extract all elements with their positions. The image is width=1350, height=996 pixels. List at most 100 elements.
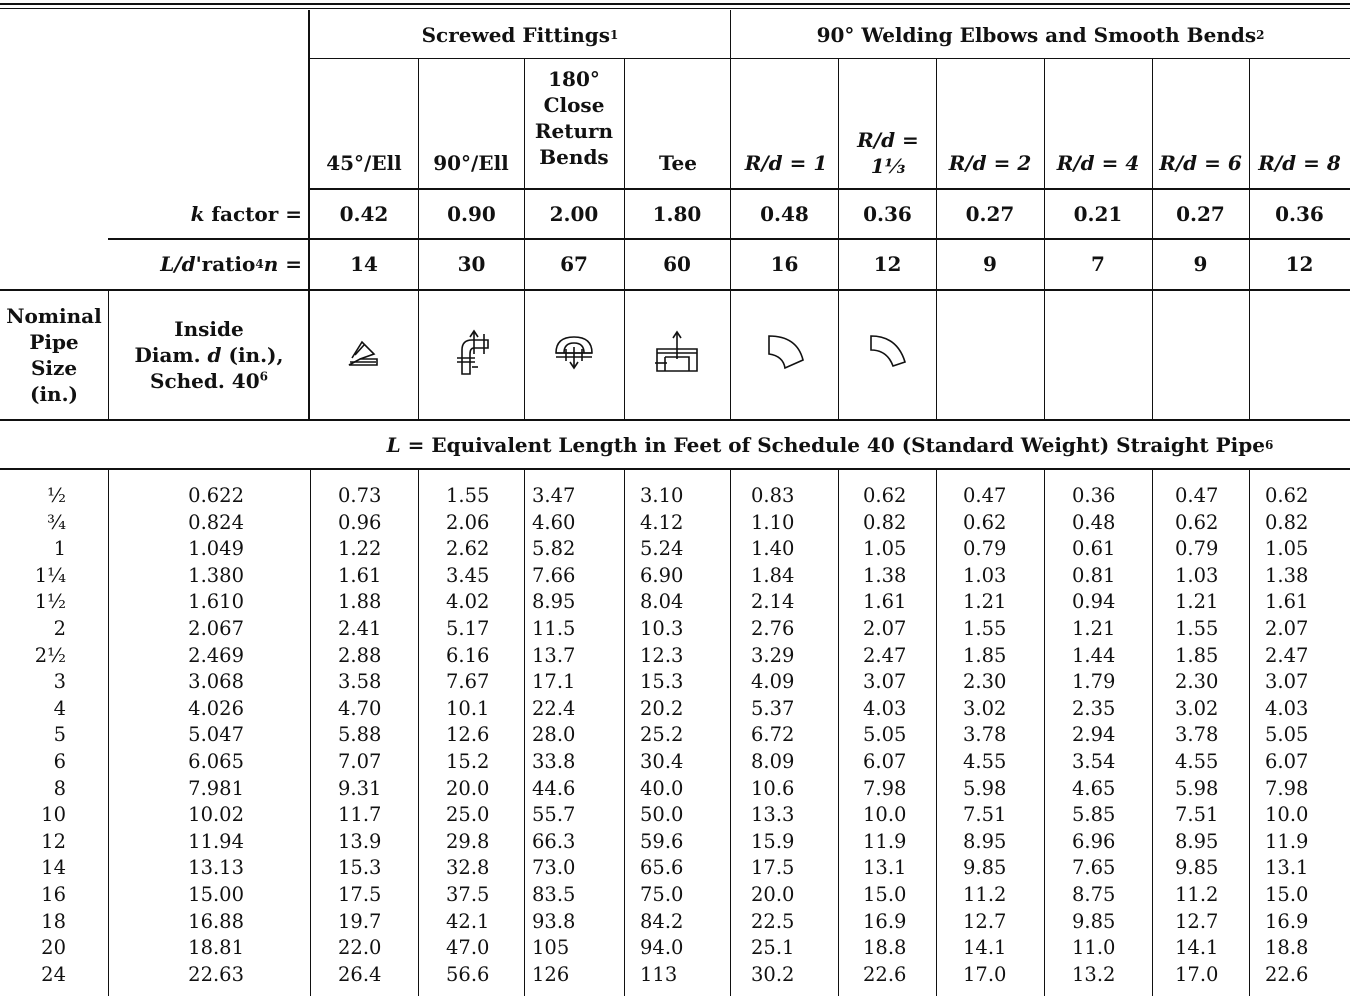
equivalent-length-cell: 13.1 [863,856,907,880]
header-rule-icons [0,289,1350,291]
inside-diameter-cell: 7.981 [188,776,244,800]
equivalent-length-cell: 5.05 [1265,723,1309,747]
equivalent-length-cell: 22.0 [338,936,382,960]
equivalent-length-cell: 7.67 [446,670,490,694]
header-rule-caption [0,419,1350,421]
col-header-rd-2: R/d = 2 [948,151,1032,175]
equivalent-length-cell: 0.82 [863,510,907,534]
equivalent-length-cell: 11.9 [1265,829,1309,853]
equivalent-length-cell: 16.9 [863,909,907,933]
equivalent-length-cell: 20.0 [751,883,795,906]
equivalent-length-cell: 20.2 [640,696,684,720]
ld-ratio-value-7: 7 [1091,252,1105,276]
equivalent-length-cell: 32.8 [446,856,490,880]
k-factor-value-9: 0.36 [1275,202,1324,226]
equivalent-length-cell: 5.05 [863,723,907,747]
equivalent-length-cell: 15.2 [446,750,490,773]
equivalent-length-cell: 84.2 [640,909,684,933]
equivalent-length-cell: 65.6 [640,856,684,880]
equivalent-length-cell: 4.02 [446,590,490,614]
equivalent-length-cell: 2.94 [1072,723,1116,747]
inside-diameter-cell: 6.065 [188,750,244,773]
equivalent-length-cell: 33.8 [532,750,576,773]
equivalent-length-cell: 5.17 [446,617,490,640]
inside-diameter-cell: 13.13 [188,856,244,880]
equivalent-length-cell: 1.79 [1072,670,1116,694]
equivalent-length-cell: 1.61 [1265,590,1309,614]
top-rule-thick [0,3,1350,5]
inside-diameter-cell: 4.026 [188,696,244,720]
inside-diameter-cell: 16.88 [188,909,244,933]
equivalent-length-cell: 4.03 [1265,696,1309,720]
vrule-col-1 [524,58,525,421]
equivalent-length-cell: 22.4 [532,696,576,720]
equivalent-length-cell: 4.55 [1175,750,1219,773]
equivalent-length-cell: 22.6 [1265,962,1309,986]
equivalent-length-cell: 5.88 [338,723,382,747]
equivalent-length-cell: 11.0 [1072,936,1116,960]
equivalent-length-cell: 14.1 [1175,936,1219,960]
equivalent-length-cell: 105 [532,936,570,960]
equivalent-length-cell: 2.06 [446,510,490,534]
equivalent-length-cell: 11.9 [863,829,907,853]
equivalent-length-cell: 56.6 [446,962,490,986]
equivalent-length-cell: 1.05 [863,537,907,561]
equivalent-length-cell: 6.90 [640,563,684,587]
equivalent-length-cell: 17.1 [532,670,576,694]
equivalent-length-cell: 1.03 [963,563,1007,587]
ld-ratio-value-2: 67 [560,252,588,276]
col-header-rd-1-third: R/d = 1⅓ [857,128,919,178]
group-header-welding-text: 90° Welding Elbows and Smooth Bends [816,23,1257,47]
equivalent-length-cell: 9.85 [1175,856,1219,880]
equivalent-length-cell: 17.0 [963,962,1007,986]
equivalent-length-cell: 15.3 [338,856,382,880]
nominal-size-cell: 5 [53,723,66,747]
equivalent-length-cell: 0.83 [751,484,795,507]
ld-ratio-value-9: 12 [1285,252,1314,276]
nominal-size-cell: 2 [53,617,66,640]
equivalent-length-cell: 4.03 [863,696,907,720]
nominal-size-cell: 1¼ [34,563,66,587]
nominal-size-cell: 1 [53,537,66,561]
equivalent-length-cell: 12.6 [446,723,490,747]
equivalent-length-cell: 3.47 [532,484,576,507]
equivalent-length-cell: 13.7 [532,643,576,667]
equivalent-length-cell: 22.6 [863,962,907,986]
equivalent-length-cell: 17.0 [1175,962,1219,986]
col-header-rd-1: R/d = 1 [744,151,828,175]
k-factor-value-6: 0.27 [965,202,1015,226]
inside-diameter-cell: 22.63 [188,962,244,986]
equivalent-length-cell: 59.6 [640,829,684,853]
tee-icon [648,326,706,378]
equivalent-length-cell: 1.55 [963,617,1007,640]
equivalent-length-cell: 5.85 [1072,803,1116,827]
inside-diameter-cell: 15.00 [188,883,244,906]
equivalent-length-cell: 2.14 [751,590,795,614]
inside-diameter-cell: 10.02 [188,803,244,827]
equivalent-length-cell: 17.5 [338,883,382,906]
equivalent-length-cell: 8.95 [532,590,576,614]
equivalent-length-cell: 1.05 [1265,537,1309,561]
inside-diameter-cell: 3.068 [188,670,244,694]
k-factor-value-8: 0.27 [1176,202,1225,226]
ld-ratio-value-3: 60 [663,252,691,276]
equivalent-length-cell: 29.8 [446,829,490,853]
equivalent-length-cell: 8.04 [640,590,684,614]
equivalent-length-cell: 0.96 [338,510,382,534]
equivalent-length-cell: 2.41 [338,617,382,640]
equivalent-length-cell: 9.31 [338,776,382,800]
col-header-rd-4: R/d = 4 [1056,151,1140,175]
equivalent-length-cell: 47.0 [446,936,490,960]
90-elbow-icon [443,326,499,378]
equivalent-length-cell: 2.30 [963,670,1007,694]
equivalent-length-cell: 8.95 [1175,829,1219,853]
equivalent-length-cell: 113 [640,962,678,986]
equivalent-length-cell: 7.98 [863,776,907,800]
equivalent-length-cell: 93.8 [532,909,576,933]
equivalent-length-cell: 3.07 [1265,670,1309,694]
equivalent-length-cell: 0.82 [1265,510,1309,534]
inside-diameter-cell: 1.049 [188,537,244,561]
equivalent-length-cell: 3.02 [1175,696,1219,720]
equivalent-length-cell: 18.8 [863,936,907,960]
equivalent-length-cell: 3.78 [963,723,1007,747]
